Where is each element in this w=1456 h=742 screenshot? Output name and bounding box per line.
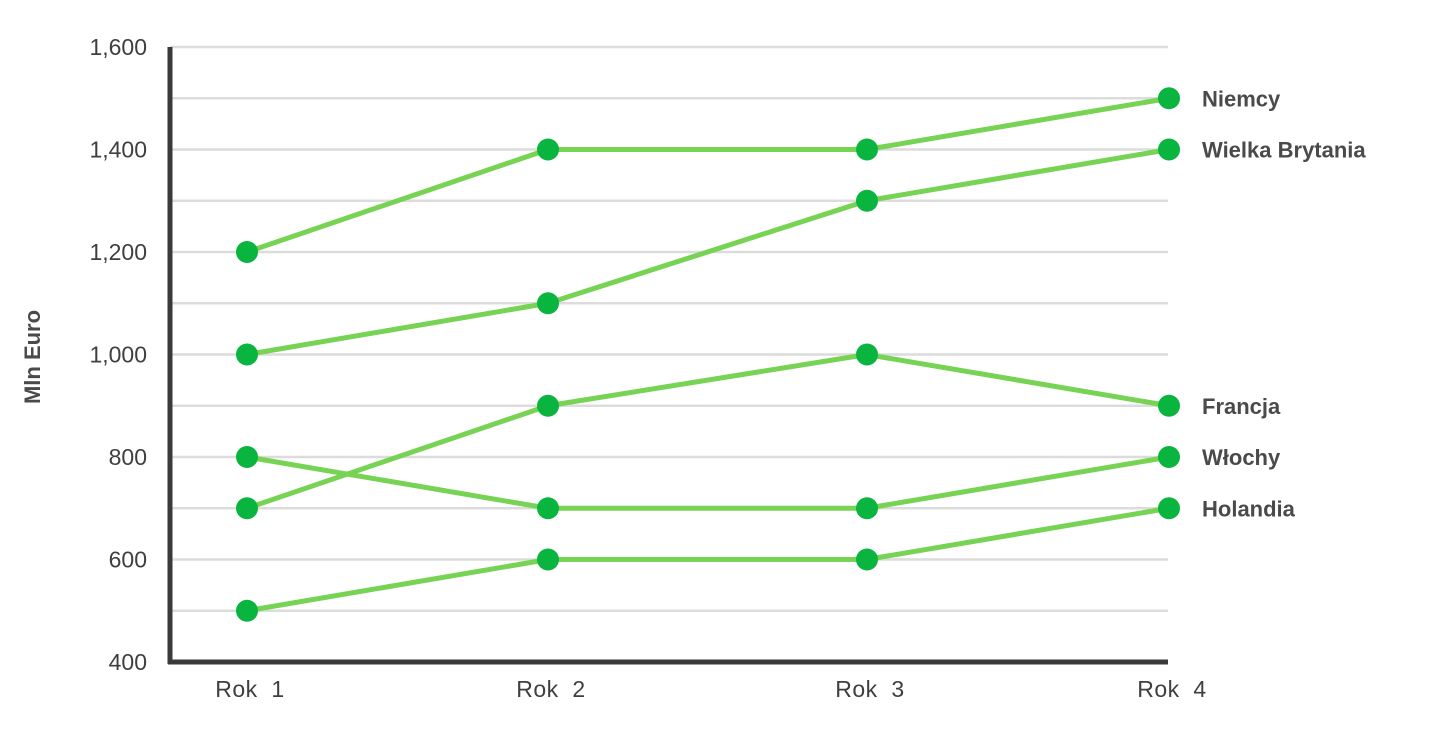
axes bbox=[167, 47, 1168, 665]
series-line bbox=[244, 352, 1172, 511]
data-point bbox=[856, 343, 878, 366]
data-point bbox=[236, 446, 258, 468]
data-point bbox=[537, 292, 559, 315]
y-tick-label: 1,400 bbox=[89, 137, 147, 163]
series-line bbox=[244, 147, 1172, 357]
labels: Mln Euro 400 600 800 1,000 1,200 1,400 1,600 Ro… bbox=[20, 34, 1366, 702]
data-point bbox=[1158, 138, 1180, 161]
y-axis-title: Mln Euro bbox=[20, 310, 45, 404]
x-tick-label: Rok 4 bbox=[1137, 676, 1206, 702]
series-label: Niemcy bbox=[1202, 86, 1281, 111]
data-point bbox=[236, 497, 258, 520]
data-point bbox=[236, 241, 258, 263]
data-point bbox=[236, 599, 258, 622]
data-point bbox=[856, 138, 878, 161]
y-tick-label: 400 bbox=[109, 649, 147, 675]
series-line bbox=[244, 454, 1172, 511]
data-point bbox=[1158, 497, 1180, 520]
grid-lines bbox=[170, 45, 1168, 612]
series-lines bbox=[244, 95, 1172, 614]
series-line bbox=[244, 95, 1172, 255]
series-markers bbox=[236, 87, 1180, 622]
y-tick-label: 1,000 bbox=[89, 342, 147, 368]
data-point bbox=[856, 548, 878, 571]
y-tick-label: 1,200 bbox=[89, 239, 147, 265]
data-point bbox=[236, 343, 258, 366]
data-point bbox=[537, 497, 559, 520]
y-tick-label: 800 bbox=[109, 444, 147, 470]
series-label: Wielka Brytania bbox=[1202, 138, 1366, 163]
data-point bbox=[537, 548, 559, 571]
data-point bbox=[1158, 446, 1180, 468]
x-tick-label: Rok 3 bbox=[835, 676, 904, 702]
x-tick-label: Rok 1 bbox=[215, 676, 284, 702]
series-label: Włochy bbox=[1202, 445, 1281, 470]
data-point bbox=[856, 497, 878, 520]
series-label: Francja bbox=[1202, 394, 1281, 419]
data-point bbox=[537, 138, 559, 161]
series-line bbox=[244, 505, 1172, 614]
y-tick-label: 1,600 bbox=[89, 34, 147, 60]
series-label: Holandia bbox=[1202, 496, 1296, 521]
data-point bbox=[856, 189, 878, 212]
y-tick-label: 600 bbox=[109, 547, 147, 573]
data-point bbox=[1158, 87, 1180, 110]
x-tick-label: Rok 2 bbox=[516, 676, 585, 702]
data-point bbox=[537, 394, 559, 417]
data-point bbox=[1158, 394, 1180, 417]
